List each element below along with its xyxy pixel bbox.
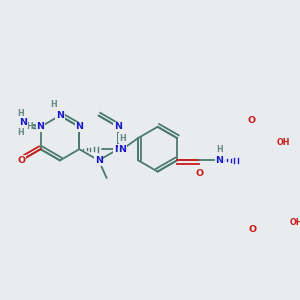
- Text: N: N: [118, 145, 127, 154]
- Text: H: H: [26, 122, 33, 131]
- Text: N: N: [114, 145, 122, 154]
- Text: H: H: [119, 134, 126, 142]
- Text: N: N: [95, 156, 103, 165]
- Text: O: O: [249, 225, 257, 234]
- Text: H: H: [17, 128, 24, 137]
- Text: H: H: [17, 109, 24, 118]
- Text: N: N: [215, 156, 223, 165]
- Text: O: O: [17, 156, 25, 165]
- Text: O: O: [195, 169, 203, 178]
- Text: O: O: [247, 116, 255, 125]
- Text: OH: OH: [277, 138, 290, 147]
- Text: N: N: [114, 122, 122, 131]
- Text: N: N: [37, 122, 45, 131]
- Text: N: N: [19, 118, 27, 127]
- Text: H: H: [216, 145, 223, 154]
- Text: N: N: [56, 111, 64, 120]
- Text: H: H: [50, 100, 57, 109]
- Text: OH: OH: [289, 218, 300, 227]
- Text: N: N: [75, 122, 83, 131]
